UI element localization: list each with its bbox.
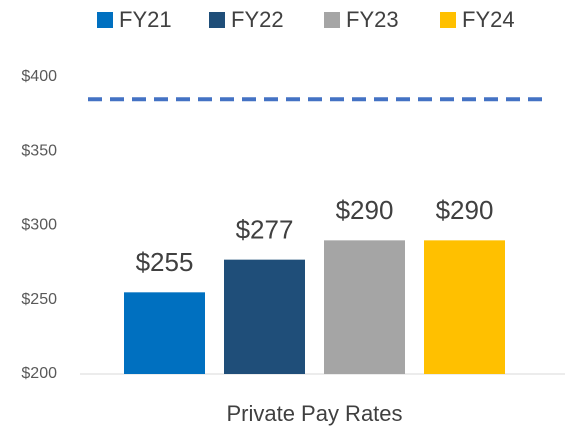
y-tick-label: $400 bbox=[21, 68, 57, 85]
y-tick-label: $200 bbox=[21, 365, 57, 382]
y-tick-label: $250 bbox=[21, 291, 57, 308]
y-tick-label: $350 bbox=[21, 142, 57, 159]
value-label: $255 bbox=[136, 247, 194, 277]
legend-label: FY21 bbox=[119, 7, 172, 32]
legend-label: FY22 bbox=[231, 7, 284, 32]
bar bbox=[424, 240, 505, 374]
legend-label: FY24 bbox=[462, 7, 515, 32]
x-tick-label: Private Pay Rates bbox=[226, 401, 402, 426]
legend-swatch bbox=[209, 12, 225, 28]
value-label: $277 bbox=[236, 215, 294, 245]
bar bbox=[224, 259, 305, 374]
bar bbox=[124, 292, 205, 374]
legend-swatch bbox=[324, 12, 340, 28]
legend-swatch bbox=[97, 12, 113, 28]
legend-swatch bbox=[440, 12, 456, 28]
bar bbox=[324, 240, 405, 374]
legend-label: FY23 bbox=[346, 7, 399, 32]
y-tick-label: $300 bbox=[21, 217, 57, 234]
value-label: $290 bbox=[336, 195, 394, 225]
value-label: $290 bbox=[436, 195, 494, 225]
